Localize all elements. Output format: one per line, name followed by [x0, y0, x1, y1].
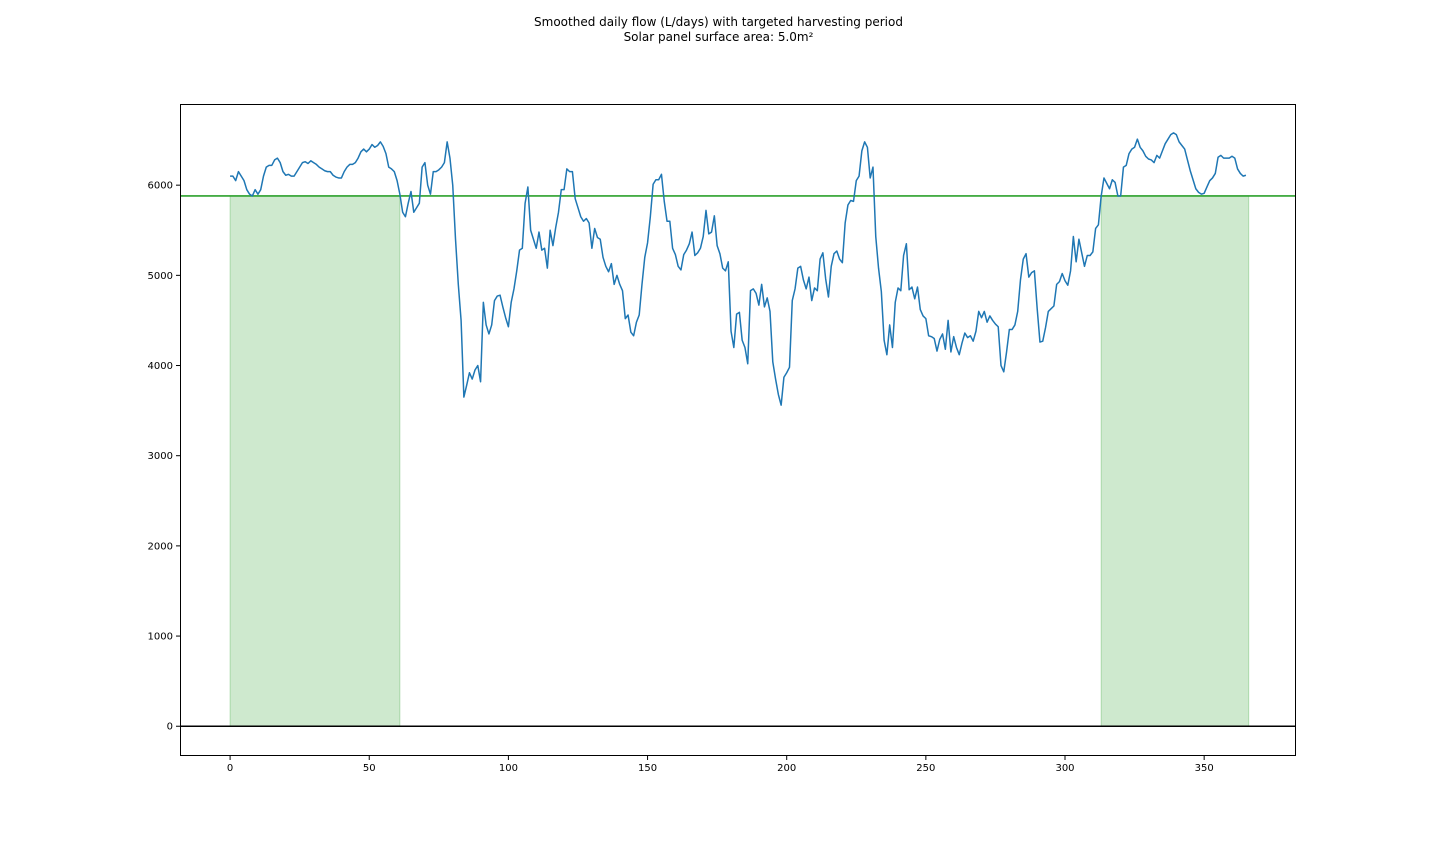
reference-lines [180, 195, 1296, 728]
chart-title: Smoothed daily flow (L/days) with target… [534, 15, 903, 29]
y-tick-label-0: 0 [167, 722, 173, 733]
y-tick-label-3000: 3000 [148, 451, 173, 462]
x-axis: 0 50 100 150 200 250 300 350 [227, 756, 1214, 774]
chart-title-block: Smoothed daily flow (L/days) with target… [0, 15, 1437, 45]
plot-border [180, 104, 1296, 756]
x-tick-label-150: 150 [638, 763, 657, 774]
x-tick-label-350: 350 [1195, 763, 1214, 774]
y-tick-label-6000: 6000 [148, 181, 173, 192]
x-tick-label-50: 50 [363, 763, 376, 774]
series-layer [230, 132, 1247, 406]
y-tick-label-5000: 5000 [148, 271, 173, 282]
x-tick-label-100: 100 [499, 763, 518, 774]
x-tick-label-300: 300 [1055, 763, 1074, 774]
x-tick-label-200: 200 [777, 763, 796, 774]
y-axis: 0 1000 2000 3000 4000 5000 6000 [148, 181, 180, 733]
harvest-period-1 [229, 195, 401, 727]
y-tick-label-2000: 2000 [148, 541, 173, 552]
harvest-periods [229, 195, 1250, 727]
x-tick-label-0: 0 [227, 763, 233, 774]
x-tick-label-250: 250 [916, 763, 935, 774]
flow-series-line-1 [230, 132, 1247, 406]
chart-subtitle: Solar panel surface area: 5.0m² [623, 30, 814, 44]
y-tick-label-4000: 4000 [148, 361, 173, 372]
y-tick-label-1000: 1000 [148, 632, 173, 643]
axes-frame [180, 104, 1296, 756]
harvest-period-2 [1100, 195, 1250, 727]
